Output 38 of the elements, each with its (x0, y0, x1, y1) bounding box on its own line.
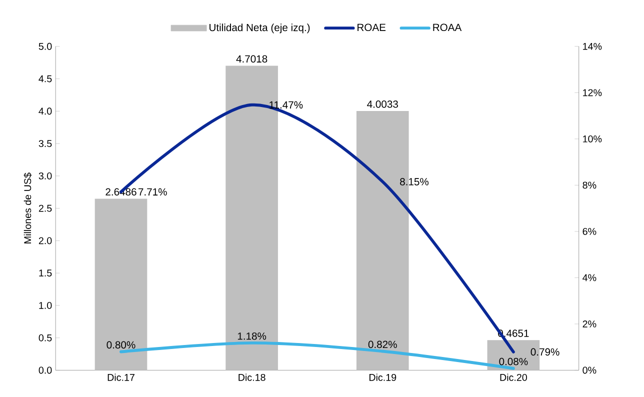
y-tick-label: 1.0 (39, 302, 52, 309)
y-tick-label: 3.0 (38, 172, 52, 180)
x-tick-label: Dic.20 (500, 374, 527, 381)
data-label: 4.7018 (236, 55, 268, 63)
data-label: 7.71% (138, 188, 167, 196)
y-tick-label: 2.0 (38, 237, 52, 244)
data-label: 0.08% (499, 358, 528, 366)
legend-label: Utilidad Neta (eje izq.) (210, 24, 310, 34)
y2-tick-label: 6% (582, 228, 596, 235)
y-tick-label: 3.5 (38, 140, 52, 148)
x-tick-label: Dic.18 (238, 374, 266, 381)
y2-tick-label: 0% (582, 366, 596, 374)
data-label: 11.47% (270, 101, 303, 109)
y2-tick-label: 4% (582, 274, 596, 282)
data-label: 1.18% (238, 332, 266, 340)
legend-label: ROAA (433, 24, 462, 32)
y-tick-label: 0.0 (38, 366, 52, 374)
legend-label: ROAE (358, 24, 386, 32)
y2-tick-label: 12% (583, 89, 602, 96)
data-label: 0.80% (106, 341, 136, 349)
y-tick-label: 4.5 (38, 75, 52, 82)
y-tick-label: 2.5 (38, 204, 52, 212)
data-label: 8.15% (400, 178, 429, 186)
y-tick-label: 5.0 (38, 42, 52, 50)
data-label: 0.82% (368, 340, 397, 348)
y2-tick-label: 10% (583, 136, 602, 142)
x-tick-label: Dic.19 (369, 374, 396, 381)
y-axis-title: Millones de US$ (24, 172, 32, 244)
y-tick-label: 1.5 (39, 270, 52, 277)
x-tick-label: Dic.17 (108, 374, 134, 381)
y-tick-label: 4.0 (38, 108, 52, 115)
y2-tick-label: 14% (583, 43, 602, 50)
bar (94, 198, 148, 370)
data-label: 4.0033 (367, 100, 398, 108)
data-label: 0.79% (530, 348, 560, 356)
y-tick-label: 0.5 (38, 334, 52, 342)
y2-tick-label: 2% (582, 320, 596, 328)
y2-tick-label: 8% (582, 182, 596, 189)
